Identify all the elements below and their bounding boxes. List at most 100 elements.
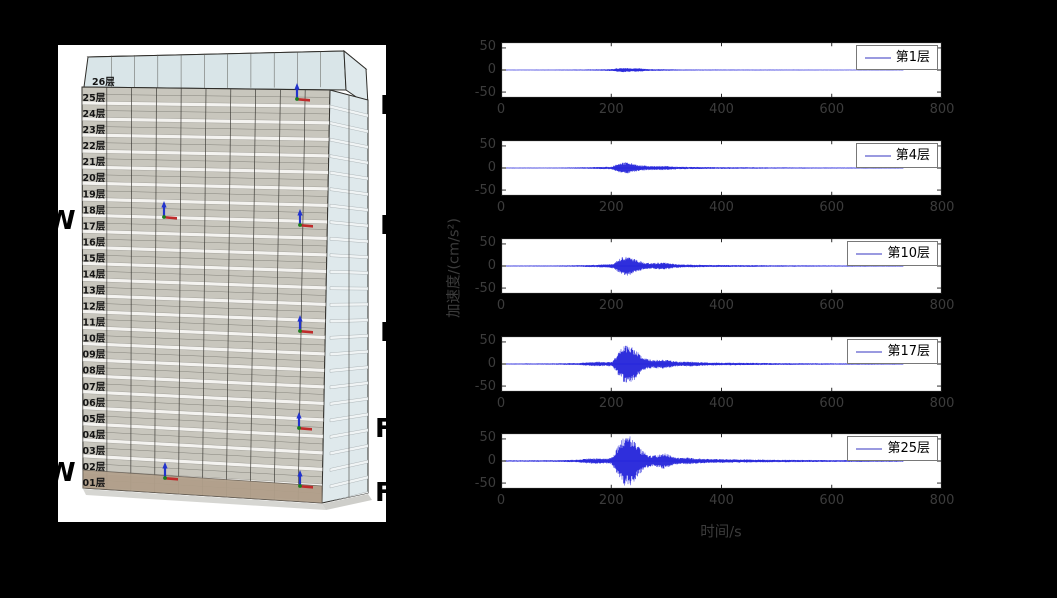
- x-tick-label: 800: [929, 298, 955, 313]
- x-tick-label: 200: [598, 200, 624, 215]
- y-tick-label: 50: [479, 235, 496, 250]
- penthouse-mullions: [111, 51, 321, 89]
- legend-line-sample: [856, 350, 883, 353]
- floor-label: 06层: [83, 398, 106, 409]
- legend-line-sample: [856, 252, 883, 255]
- floor-label: 02层: [83, 462, 106, 473]
- x-tick-label: 0: [496, 298, 506, 313]
- floor-label: 15层: [83, 253, 106, 264]
- edge-letter-fragment: F: [375, 414, 386, 444]
- floor-label: 09层: [83, 350, 106, 361]
- legend-label: 第17层: [887, 344, 930, 359]
- floor-label: 05层: [83, 414, 106, 425]
- x-tick-label: 200: [598, 493, 624, 508]
- x-tick-label: 600: [819, 200, 845, 215]
- legend: 第25层: [847, 436, 938, 461]
- x-tick-label: 400: [709, 493, 734, 508]
- x-tick-label: 200: [598, 396, 624, 411]
- x-tick-label: 200: [598, 102, 624, 117]
- floor-label: 04层: [83, 430, 106, 441]
- x-tick-label: 400: [709, 102, 734, 117]
- edge-letter-fragment: F: [375, 478, 386, 508]
- building-model-panel: 26层 25层 24层 23层 22层 21层 20层 19层 18层 17层 16层 15层 14层 1…: [58, 45, 386, 522]
- legend-line-sample: [864, 154, 891, 157]
- sensor-triad: [297, 315, 313, 334]
- floor-label: 25层: [83, 93, 106, 104]
- sensor-triad: [294, 83, 310, 102]
- floor-label: 03层: [83, 446, 106, 457]
- x-tick-label: 0: [496, 102, 506, 117]
- y-tick-label: 50: [479, 333, 496, 348]
- edge-letter-fragment: W: [58, 458, 76, 488]
- y-tick-label: -50: [474, 85, 496, 100]
- floor-label: 24层: [83, 109, 106, 120]
- y-tick-label: 0: [487, 160, 496, 175]
- legend-label: 第4层: [895, 148, 930, 163]
- floor-label: 07层: [83, 382, 106, 393]
- legend-line-sample: [856, 447, 883, 450]
- x-tick-label: 0: [496, 493, 506, 508]
- x-tick-label: 400: [709, 298, 734, 313]
- y-tick-label: 0: [487, 453, 496, 468]
- x-tick-label: 200: [598, 298, 624, 313]
- legend-label: 第10层: [887, 246, 930, 261]
- floor-label: 08层: [83, 366, 106, 377]
- floor-label: 18层: [83, 205, 106, 216]
- x-tick-label: 800: [929, 102, 955, 117]
- floor-label: 20层: [83, 173, 106, 184]
- building-model: 26层 25层 24层 23层 22层 21层 20层 19层 18层 17层 16层 15层 14层 1…: [58, 49, 386, 510]
- y-tick-label: 50: [479, 430, 496, 445]
- x-axis-label: 时间/s: [700, 524, 742, 541]
- sensor-triad: [296, 412, 312, 431]
- sensor-triads: [161, 83, 313, 489]
- legend-line-sample: [864, 56, 891, 59]
- x-tick-label: 800: [929, 200, 955, 215]
- y-tick-label: 0: [487, 62, 496, 77]
- x-tick-label: 600: [819, 493, 845, 508]
- x-tick-label: 400: [709, 200, 734, 215]
- legend: 第4层: [855, 143, 938, 168]
- floor-label: 22层: [83, 141, 106, 152]
- y-tick-label: -50: [474, 183, 496, 198]
- x-tick-label: 600: [819, 298, 845, 313]
- sensor-triad: [161, 201, 177, 220]
- legend: 第1层: [855, 45, 938, 70]
- x-tick-label: 0: [496, 396, 506, 411]
- sensor-triad: [297, 209, 313, 228]
- y-tick-label: 50: [479, 137, 496, 152]
- x-tick-label: 600: [819, 102, 845, 117]
- floor-labels: 26层 25层 24层 23层 22层 21层 20层 19层 18层 17层 16层 15层 14层 1…: [83, 77, 116, 489]
- building-side-face: [321, 89, 369, 504]
- edge-letter-fragment: E: [380, 211, 386, 241]
- edge-letter-fragment: E: [380, 318, 386, 348]
- legend-label: 第25层: [887, 441, 930, 456]
- y-tick-label: 50: [479, 39, 496, 54]
- side-floor-slabs: [329, 95, 368, 503]
- floor-label: 21层: [83, 157, 106, 168]
- floor-label: 12层: [83, 302, 106, 313]
- floor-label: 16层: [83, 237, 106, 248]
- floor-label: 10层: [83, 334, 106, 345]
- edge-letter-fragment: W: [58, 206, 76, 236]
- x-tick-label: 800: [929, 396, 955, 411]
- y-tick-label: -50: [474, 379, 496, 394]
- sensor-triad: [297, 470, 313, 489]
- legend: 第17层: [847, 339, 938, 364]
- x-tick-label: 800: [929, 493, 955, 508]
- floor-label: 19层: [83, 189, 106, 200]
- x-tick-label: 0: [496, 200, 506, 215]
- floor-label: 11层: [83, 318, 106, 329]
- sensor-triad: [162, 462, 178, 481]
- y-tick-label: 0: [487, 356, 496, 371]
- x-tick-label: 400: [709, 396, 734, 411]
- floor-label: 23层: [83, 125, 106, 136]
- edge-letter-fragment: E: [380, 91, 386, 121]
- edge-letter-fragments: W W E E E F F: [58, 91, 386, 508]
- y-tick-label: 0: [487, 258, 496, 273]
- floor-label: 01层: [83, 478, 106, 489]
- base-slab: [82, 469, 323, 504]
- legend: 第10层: [847, 241, 938, 266]
- y-tick-label: -50: [474, 476, 496, 491]
- ground-shadow: [83, 489, 372, 510]
